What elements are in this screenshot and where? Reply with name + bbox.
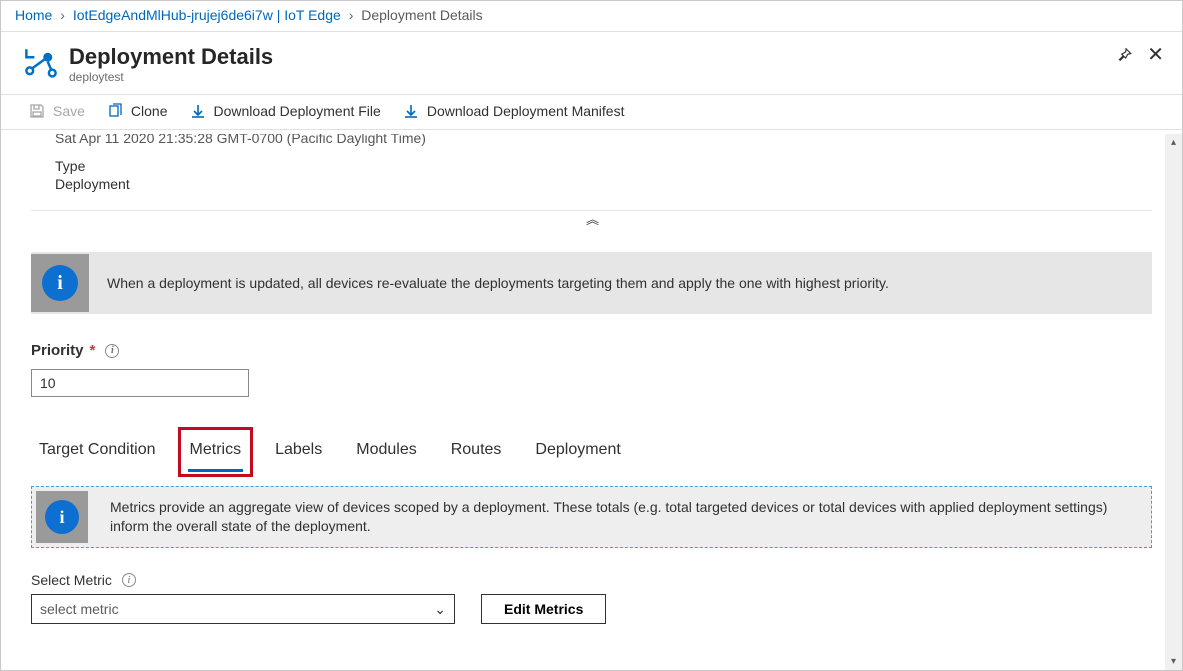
page-subtitle: deploytest	[69, 70, 273, 84]
deployment-icon	[23, 46, 59, 82]
breadcrumb-home[interactable]: Home	[15, 7, 52, 23]
chevron-up-double-icon: ︽	[586, 212, 597, 227]
close-icon[interactable]: ✕	[1147, 46, 1164, 67]
metrics-info-text: Metrics provide an aggregate view of dev…	[110, 498, 1135, 536]
tab-metrics-label: Metrics	[190, 441, 242, 458]
breadcrumb: Home › IotEdgeAndMlHub-jrujej6de6i7w | I…	[1, 1, 1182, 32]
download-file-label: Download Deployment File	[214, 103, 381, 119]
breadcrumb-current: Deployment Details	[361, 7, 482, 23]
scroll-down-icon[interactable]: ▾	[1165, 653, 1182, 670]
tab-metrics[interactable]: Metrics	[188, 435, 244, 472]
metrics-info-panel: i Metrics provide an aggregate view of d…	[31, 486, 1152, 548]
priority-input[interactable]	[31, 369, 249, 397]
save-label: Save	[53, 103, 85, 119]
info-hint-icon[interactable]: i	[122, 573, 136, 587]
select-metric-label: Select Metric	[31, 572, 112, 588]
chevron-right-icon: ›	[60, 7, 65, 23]
metric-dropdown[interactable]: select metric ⌄	[31, 594, 455, 624]
tab-deployment[interactable]: Deployment	[533, 435, 622, 472]
download-icon	[403, 103, 419, 119]
breadcrumb-hub[interactable]: IotEdgeAndMlHub-jrujej6de6i7w | IoT Edge	[73, 7, 341, 23]
info-icon: i	[36, 491, 88, 543]
content-area: Sat Apr 11 2020 21:35:28 GMT-0700 (Pacif…	[1, 134, 1182, 670]
info-hint-icon[interactable]: i	[105, 344, 119, 358]
download-deployment-file-button[interactable]: Download Deployment File	[190, 103, 381, 119]
info-banner: i When a deployment is updated, all devi…	[31, 252, 1152, 314]
clone-button[interactable]: Clone	[107, 103, 168, 119]
download-icon	[190, 103, 206, 119]
chevron-down-icon: ⌄	[434, 601, 446, 618]
metric-dropdown-value: select metric	[40, 601, 119, 617]
pin-icon[interactable]	[1115, 46, 1133, 67]
created-timestamp: Sat Apr 11 2020 21:35:28 GMT-0700 (Pacif…	[31, 134, 1152, 146]
tab-routes[interactable]: Routes	[449, 435, 504, 472]
type-value: Deployment	[31, 176, 1152, 192]
required-indicator: *	[90, 342, 96, 359]
scroll-up-icon[interactable]: ▴	[1165, 134, 1182, 151]
page-title: Deployment Details	[69, 44, 273, 70]
collapse-toggle[interactable]: ︽	[31, 210, 1152, 230]
download-deployment-manifest-button[interactable]: Download Deployment Manifest	[403, 103, 625, 119]
tabs: Target Condition Metrics Labels Modules …	[31, 435, 1152, 472]
save-icon	[29, 103, 45, 119]
vertical-scrollbar[interactable]: ▴ ▾	[1165, 134, 1182, 670]
download-manifest-label: Download Deployment Manifest	[427, 103, 625, 119]
info-banner-text: When a deployment is updated, all device…	[107, 274, 889, 293]
tab-modules[interactable]: Modules	[354, 435, 418, 472]
toolbar: Save Clone Download Deployment File Down…	[1, 95, 1182, 130]
chevron-right-icon: ›	[349, 7, 354, 23]
info-icon: i	[31, 254, 89, 312]
priority-label: Priority	[31, 342, 84, 359]
type-label: Type	[31, 158, 1152, 174]
priority-field: Priority * i	[31, 342, 1152, 397]
page-header: Deployment Details deploytest ✕	[1, 32, 1182, 95]
tab-target-condition[interactable]: Target Condition	[37, 435, 158, 472]
edit-metrics-button[interactable]: Edit Metrics	[481, 594, 606, 624]
tab-labels[interactable]: Labels	[273, 435, 324, 472]
clone-label: Clone	[131, 103, 168, 119]
save-button[interactable]: Save	[29, 103, 85, 119]
clone-icon	[107, 103, 123, 119]
